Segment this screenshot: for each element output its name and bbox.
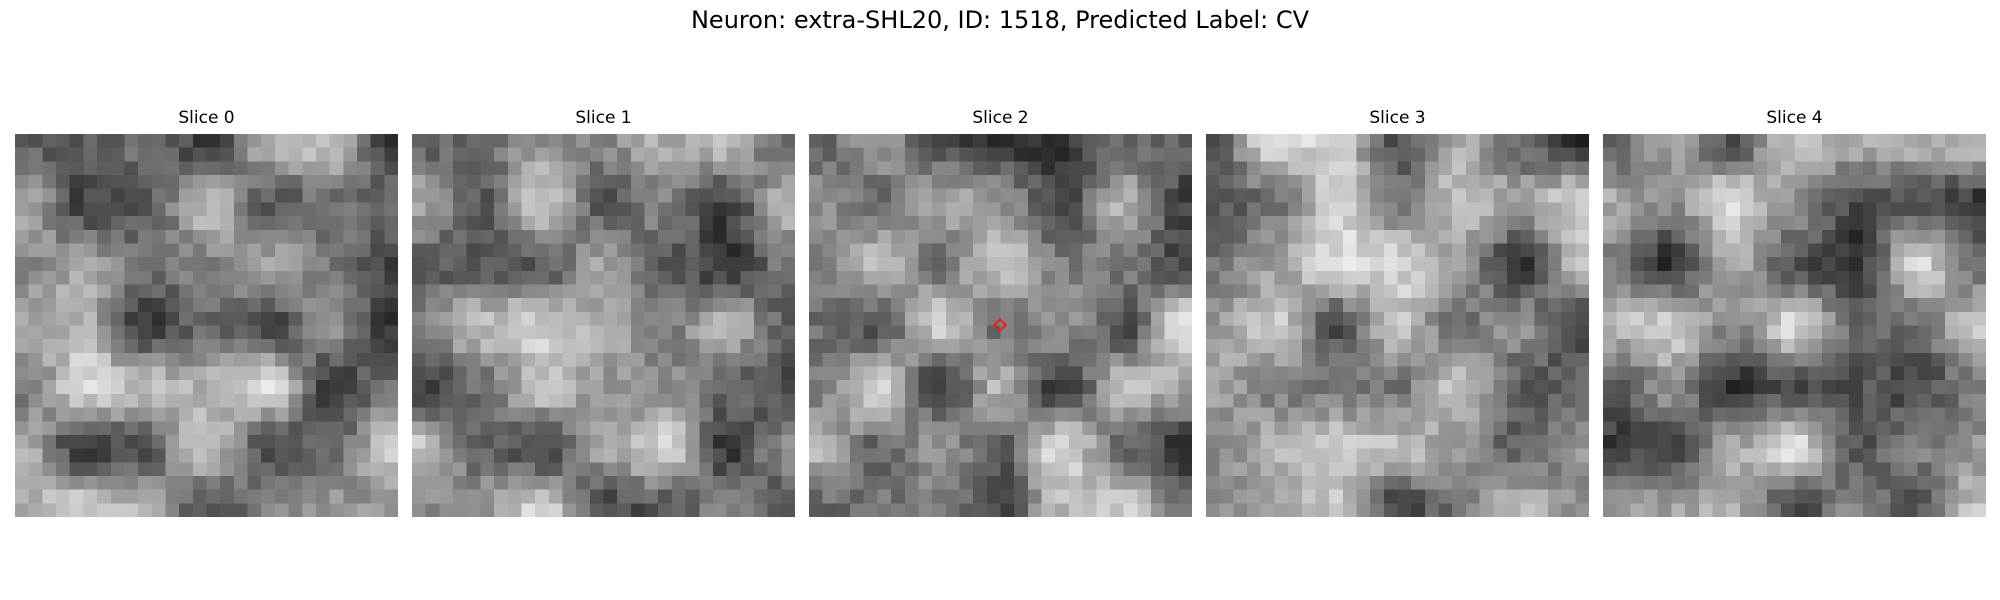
slice-panel-2: Slice 2 (809, 108, 1192, 517)
slice-title: Slice 0 (178, 108, 235, 128)
slice-title: Slice 2 (972, 108, 1029, 128)
slice-title: Slice 1 (575, 108, 632, 128)
slice-image-0 (15, 134, 398, 517)
slice-panel-3: Slice 3 (1206, 108, 1589, 517)
slice-image-1 (412, 134, 795, 517)
slice-image-4 (1603, 134, 1986, 517)
slice-title: Slice 4 (1766, 108, 1823, 128)
slice-panel-1: Slice 1 (412, 108, 795, 517)
figure-title: Neuron: extra-SHL20, ID: 1518, Predicted… (690, 6, 1310, 34)
slice-image-3 (1206, 134, 1589, 517)
slice-panel-4: Slice 4 (1603, 108, 1986, 517)
slice-panel-0: Slice 0 (15, 108, 398, 517)
slice-title: Slice 3 (1369, 108, 1426, 128)
slice-image-2 (809, 134, 1192, 517)
